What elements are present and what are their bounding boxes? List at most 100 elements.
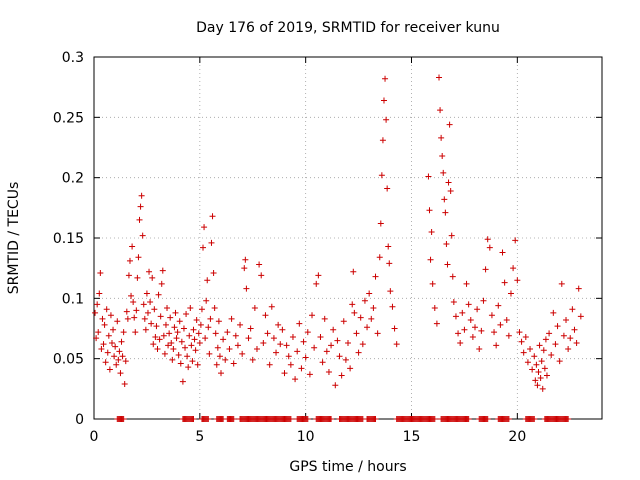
data-point <box>124 315 131 322</box>
data-point <box>478 327 485 334</box>
data-point <box>461 326 468 333</box>
data-point <box>198 306 205 313</box>
data-point <box>161 350 168 357</box>
data-point <box>374 330 381 337</box>
data-point <box>503 317 510 324</box>
data-point <box>277 341 284 348</box>
data-point <box>108 339 115 346</box>
data-point <box>190 326 197 333</box>
data-point <box>442 209 449 216</box>
data-point <box>152 333 159 340</box>
data-point <box>189 358 196 365</box>
data-point <box>433 320 440 327</box>
data-point <box>445 179 452 186</box>
data-point <box>216 353 223 360</box>
data-point <box>510 265 517 272</box>
data-point <box>228 315 235 322</box>
data-point <box>514 277 521 284</box>
data-point <box>121 381 128 388</box>
data-point <box>524 359 531 366</box>
data-point <box>249 356 256 363</box>
data-point <box>195 330 202 337</box>
data-point <box>436 74 443 81</box>
data-point <box>364 324 371 331</box>
data-point <box>328 416 335 422</box>
x-tick-label: 10 <box>297 429 315 445</box>
data-point <box>273 349 280 356</box>
data-point <box>311 344 318 351</box>
data-point <box>94 301 101 308</box>
data-point <box>206 350 213 357</box>
data-point <box>196 339 203 346</box>
data-point <box>151 306 158 313</box>
data-point <box>123 308 130 315</box>
data-point <box>449 273 456 280</box>
data-point <box>213 361 220 368</box>
data-point <box>247 325 254 332</box>
data-point <box>165 342 172 349</box>
data-point <box>156 336 163 343</box>
y-axis-label: SRMTID / TECUs <box>6 182 22 295</box>
data-point <box>192 347 199 354</box>
data-point <box>175 352 182 359</box>
data-point <box>353 330 360 337</box>
data-point <box>465 301 472 308</box>
data-point <box>292 376 299 383</box>
data-point <box>162 321 169 328</box>
data-point <box>185 364 192 371</box>
data-point <box>169 356 176 363</box>
data-point <box>384 185 391 192</box>
data-point <box>202 335 209 342</box>
data-point <box>207 315 214 322</box>
data-point <box>448 232 455 239</box>
data-point <box>304 329 311 336</box>
data-point <box>120 329 127 336</box>
data-point <box>536 342 543 349</box>
data-point <box>357 314 364 321</box>
data-point <box>208 239 215 246</box>
data-point <box>193 317 200 324</box>
data-point <box>488 312 495 319</box>
data-point <box>296 320 303 327</box>
data-point <box>119 353 126 360</box>
data-point <box>205 324 212 331</box>
data-point <box>541 365 548 372</box>
data-point <box>180 325 187 332</box>
data-point <box>113 361 120 368</box>
data-point <box>134 274 141 281</box>
data-point <box>224 329 231 336</box>
data-point <box>287 416 294 422</box>
data-point <box>472 324 478 331</box>
data-point <box>535 368 542 375</box>
data-point <box>111 353 118 360</box>
data-point <box>338 372 345 379</box>
data-point <box>173 335 180 342</box>
data-point <box>306 371 313 378</box>
data-point <box>200 244 207 251</box>
data-point <box>232 332 239 339</box>
data-point <box>309 312 316 319</box>
data-point <box>428 228 435 235</box>
data-point <box>323 348 330 355</box>
data-point <box>133 307 140 314</box>
data-point <box>120 416 127 422</box>
chart-title: Day 176 of 2019, SRMTID for receiver kun… <box>196 20 500 36</box>
data-point <box>426 207 433 214</box>
data-point <box>550 309 557 316</box>
data-point <box>186 332 193 339</box>
data-point <box>355 349 362 356</box>
data-point <box>160 332 167 339</box>
data-point <box>101 321 108 328</box>
data-point <box>315 272 322 279</box>
data-point <box>300 338 307 345</box>
data-point <box>155 291 162 298</box>
data-point <box>450 298 457 305</box>
data-point <box>484 416 491 422</box>
data-point <box>187 304 194 311</box>
data-point <box>383 116 390 123</box>
data-point <box>531 353 538 360</box>
data-point <box>214 344 221 351</box>
data-point <box>366 290 373 297</box>
data-point <box>382 75 389 82</box>
data-point <box>245 335 252 342</box>
